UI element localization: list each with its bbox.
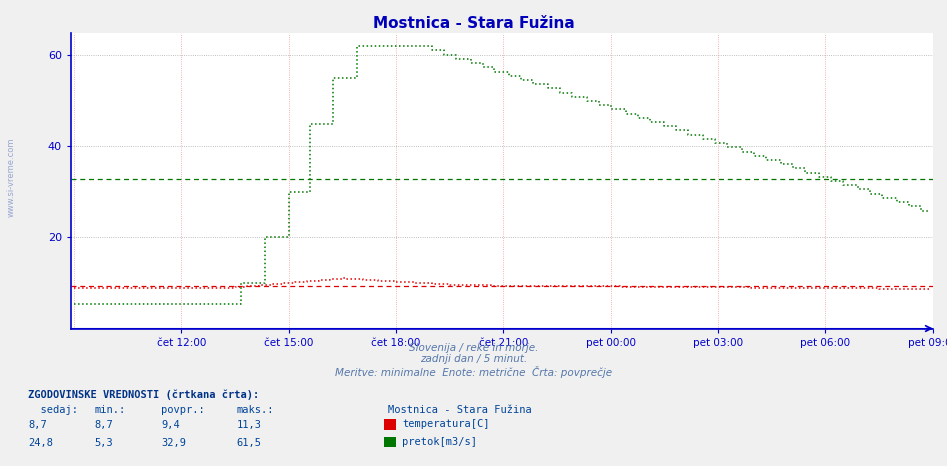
Text: www.si-vreme.com: www.si-vreme.com bbox=[7, 137, 16, 217]
Text: 32,9: 32,9 bbox=[161, 438, 186, 448]
Text: 8,7: 8,7 bbox=[95, 420, 114, 430]
Text: 5,3: 5,3 bbox=[95, 438, 114, 448]
Text: Slovenija / reke in morje.: Slovenija / reke in morje. bbox=[409, 343, 538, 352]
Text: 24,8: 24,8 bbox=[28, 438, 53, 448]
Text: 61,5: 61,5 bbox=[237, 438, 261, 448]
Text: Meritve: minimalne  Enote: metrične  Črta: povprečje: Meritve: minimalne Enote: metrične Črta:… bbox=[335, 366, 612, 378]
Text: povpr.:: povpr.: bbox=[161, 405, 205, 415]
Text: 11,3: 11,3 bbox=[237, 420, 261, 430]
Text: ZGODOVINSKE VREDNOSTI (črtkana črta):: ZGODOVINSKE VREDNOSTI (črtkana črta): bbox=[28, 389, 259, 400]
Text: maks.:: maks.: bbox=[237, 405, 275, 415]
Text: temperatura[C]: temperatura[C] bbox=[402, 419, 490, 429]
Text: zadnji dan / 5 minut.: zadnji dan / 5 minut. bbox=[420, 354, 527, 364]
Text: Mostnica - Stara Fužina: Mostnica - Stara Fužina bbox=[388, 405, 532, 415]
Text: 9,4: 9,4 bbox=[161, 420, 180, 430]
Text: pretok[m3/s]: pretok[m3/s] bbox=[402, 437, 477, 447]
Text: sedaj:: sedaj: bbox=[28, 405, 79, 415]
Text: Mostnica - Stara Fužina: Mostnica - Stara Fužina bbox=[372, 16, 575, 31]
Text: min.:: min.: bbox=[95, 405, 126, 415]
Text: 8,7: 8,7 bbox=[28, 420, 47, 430]
